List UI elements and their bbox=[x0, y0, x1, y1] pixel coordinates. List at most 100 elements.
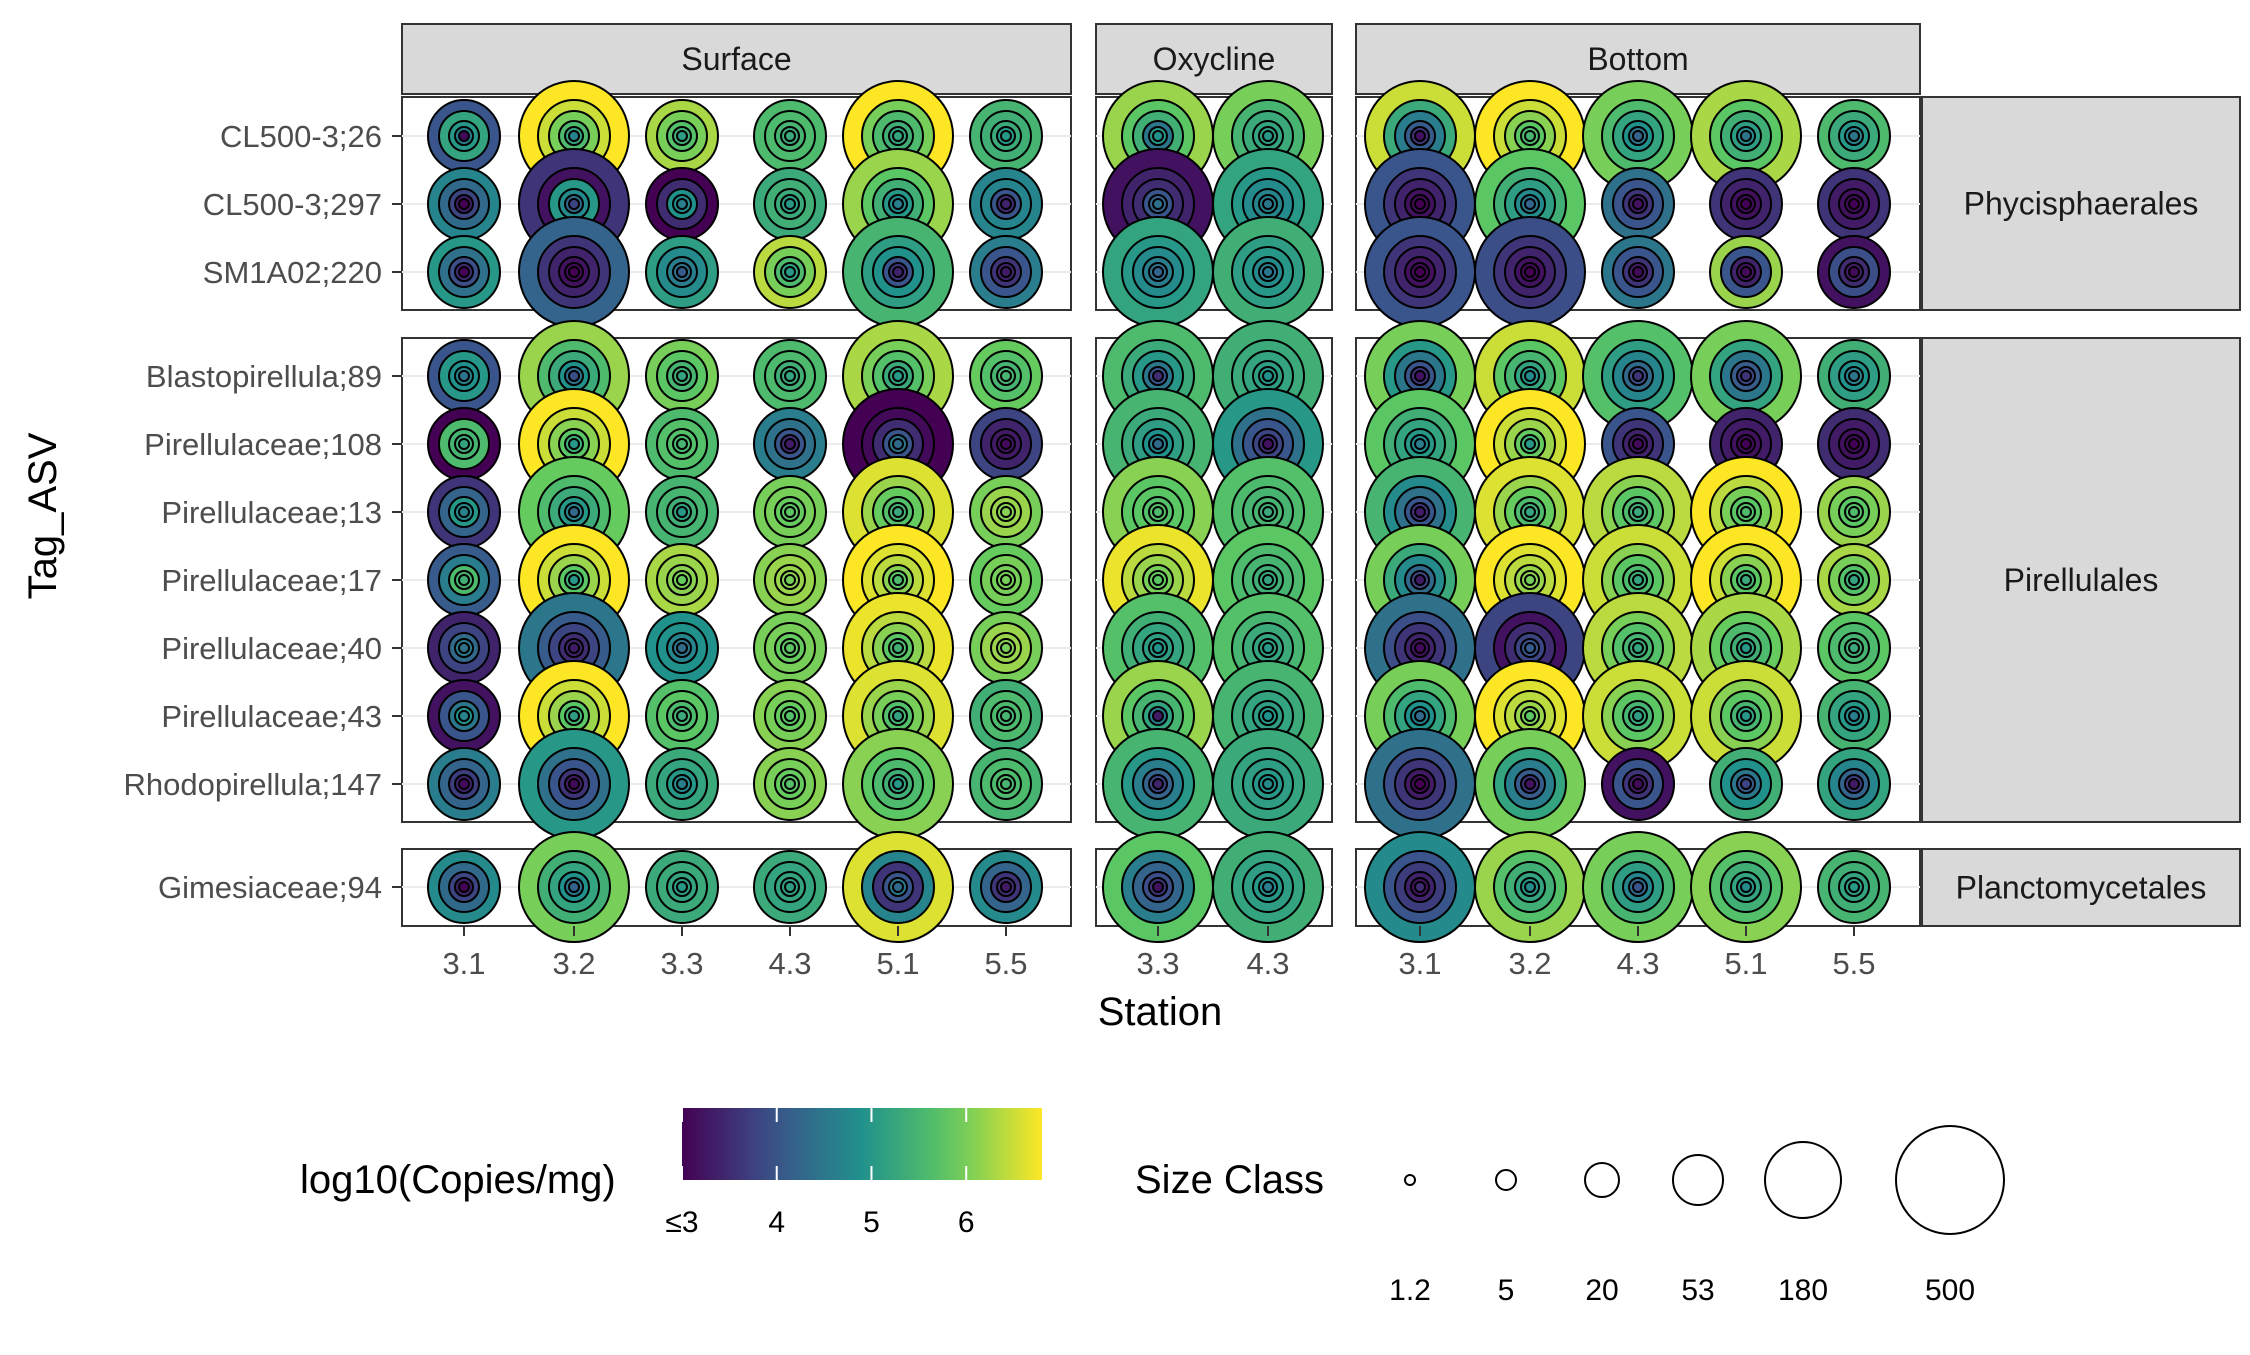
bubble-ring bbox=[676, 506, 688, 518]
bubble-ring bbox=[1524, 778, 1536, 790]
bubble-ring bbox=[1632, 198, 1644, 210]
bubble-ring bbox=[784, 778, 796, 790]
bubble-ring bbox=[1152, 266, 1164, 278]
bubble-ring bbox=[892, 438, 904, 450]
bubble-ring bbox=[568, 198, 580, 210]
bubble-ring bbox=[1000, 370, 1012, 382]
bubble-ring bbox=[1000, 506, 1012, 518]
bubble-ring bbox=[1262, 574, 1274, 586]
bubble-ring bbox=[1262, 881, 1274, 893]
bubble-ring bbox=[1152, 506, 1164, 518]
x-tick-label: 4.3 bbox=[1246, 946, 1289, 981]
bubble-ring bbox=[676, 370, 688, 382]
bubble-ring bbox=[1848, 370, 1860, 382]
bubble-ring bbox=[892, 130, 904, 142]
bubble-ring bbox=[1848, 130, 1860, 142]
bubble-ring bbox=[1000, 778, 1012, 790]
bubble-ring bbox=[892, 574, 904, 586]
bubble-ring bbox=[1000, 266, 1012, 278]
bubble-ring bbox=[1414, 370, 1426, 382]
bubble-ring bbox=[1848, 266, 1860, 278]
size-legend-label: 53 bbox=[1681, 1274, 1714, 1307]
bubble-ring bbox=[1152, 881, 1164, 893]
bubble-ring bbox=[784, 370, 796, 382]
y-tick-label: Pirellulaceae;43 bbox=[161, 699, 382, 734]
size-legend-circle bbox=[1404, 1174, 1416, 1186]
bubble-ring bbox=[1152, 778, 1164, 790]
bubble-ring bbox=[458, 438, 470, 450]
bubble-ring bbox=[458, 266, 470, 278]
facet-panel bbox=[1355, 831, 1921, 943]
bubble-ring bbox=[784, 881, 796, 893]
facet-panel bbox=[401, 80, 1072, 328]
bubble-ring bbox=[1524, 266, 1536, 278]
bubble-ring bbox=[458, 710, 470, 722]
bubble-ring bbox=[568, 438, 580, 450]
bubble-ring bbox=[892, 881, 904, 893]
x-tick-label: 3.3 bbox=[660, 946, 703, 981]
bubble-ring bbox=[1152, 438, 1164, 450]
colorbar-tick-label: 6 bbox=[958, 1206, 975, 1239]
y-axis-title: Tag_ASV bbox=[21, 432, 65, 599]
x-tick-label: 3.1 bbox=[442, 946, 485, 981]
bubble-ring bbox=[1414, 438, 1426, 450]
bubble-ring bbox=[784, 266, 796, 278]
bubble-ring bbox=[1000, 198, 1012, 210]
bubble-ring bbox=[1000, 438, 1012, 450]
facet-panel bbox=[1095, 831, 1333, 943]
bubble-ring bbox=[568, 266, 580, 278]
size-legend-circle bbox=[1672, 1154, 1724, 1206]
facet-label-right: Pirellulales bbox=[2004, 562, 2159, 598]
bubble-ring bbox=[1152, 198, 1164, 210]
bubble-ring bbox=[1848, 574, 1860, 586]
bubble-ring bbox=[1740, 506, 1752, 518]
bubble-ring bbox=[568, 881, 580, 893]
facet-panel bbox=[1095, 80, 1333, 328]
size-legend-label: 500 bbox=[1925, 1274, 1975, 1307]
facet-strip-top bbox=[1095, 23, 1333, 95]
bubble-ring bbox=[1632, 710, 1644, 722]
bubble-ring bbox=[1740, 130, 1752, 142]
color-legend-title: log10(Copies/mg) bbox=[300, 1158, 616, 1202]
facet-strip-right bbox=[1921, 337, 2241, 823]
facet-label-top: Oxycline bbox=[1153, 41, 1276, 77]
bubble-ring bbox=[458, 506, 470, 518]
size-legend-label: 1.2 bbox=[1389, 1274, 1431, 1307]
bubble-ring bbox=[1152, 642, 1164, 654]
y-tick-label: SM1A02;220 bbox=[203, 255, 382, 290]
bubble-ring bbox=[1262, 642, 1274, 654]
x-tick-label: 5.1 bbox=[1724, 946, 1767, 981]
bubble-ring bbox=[1524, 881, 1536, 893]
bubble-ring bbox=[1524, 438, 1536, 450]
bubble-ring bbox=[1262, 438, 1274, 450]
size-legend-circle bbox=[1584, 1162, 1620, 1198]
facet-strip-right bbox=[1921, 96, 2241, 311]
bubble-ring bbox=[458, 642, 470, 654]
bubble-ring bbox=[892, 506, 904, 518]
bubble-ring bbox=[892, 198, 904, 210]
bubble-ring bbox=[1524, 574, 1536, 586]
bubble-ring bbox=[1524, 198, 1536, 210]
bubble-ring bbox=[1262, 778, 1274, 790]
size-legend-label: 180 bbox=[1778, 1274, 1828, 1307]
bubble-ring bbox=[784, 710, 796, 722]
facet-label-right: Planctomycetales bbox=[1956, 870, 2207, 906]
bubble-ring bbox=[458, 130, 470, 142]
colorbar-tick-label: 5 bbox=[863, 1206, 880, 1239]
bubble-ring bbox=[892, 778, 904, 790]
bubble-ring bbox=[458, 574, 470, 586]
bubble-ring bbox=[1632, 778, 1644, 790]
bubble-ring bbox=[1740, 438, 1752, 450]
bubble-ring bbox=[1848, 642, 1860, 654]
facet-strip-top bbox=[401, 23, 1072, 95]
bubble-ring bbox=[568, 130, 580, 142]
bubble-ring bbox=[568, 710, 580, 722]
bubble-ring bbox=[1414, 574, 1426, 586]
bubble-ring bbox=[1524, 506, 1536, 518]
y-tick-label: Rhodopirellula;147 bbox=[123, 767, 382, 802]
bubble-ring bbox=[892, 266, 904, 278]
size-legend-circle bbox=[1895, 1125, 2005, 1235]
bubble-ring bbox=[1152, 130, 1164, 142]
bubble-ring bbox=[1152, 574, 1164, 586]
bubble-ring bbox=[676, 881, 688, 893]
